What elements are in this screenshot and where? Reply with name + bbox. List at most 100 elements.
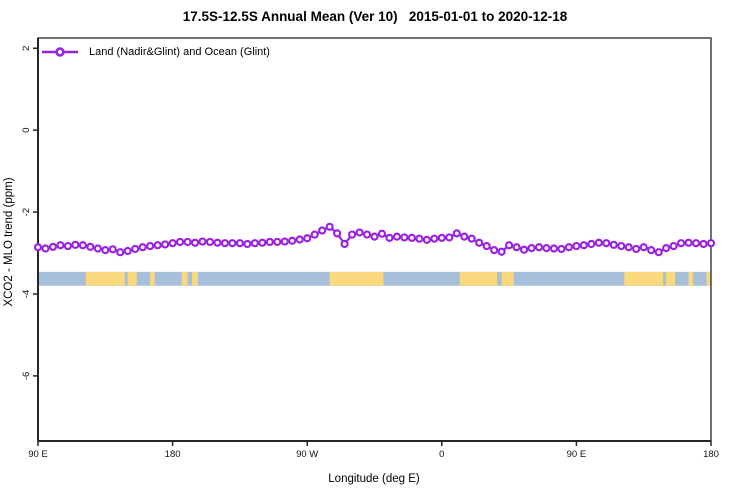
data-point-marker — [303, 234, 312, 243]
data-point-marker — [175, 237, 185, 247]
data-point-marker — [639, 243, 648, 252]
data-point-marker — [48, 242, 58, 251]
data-point-marker — [63, 241, 73, 251]
data-point-marker — [333, 229, 342, 238]
y-tick-label: -2 — [21, 208, 32, 216]
y-axis-label: XCO2 - MLO trend (ppm) — [3, 177, 15, 306]
data-point-marker — [467, 234, 476, 243]
map-strip-land — [192, 271, 199, 286]
data-point-marker — [168, 239, 177, 248]
data-point-marker — [310, 230, 319, 239]
data-point-marker — [190, 238, 200, 247]
legend-label: Land (Nadir&Glint) and Ocean (Glint) — [89, 46, 270, 58]
legend: Land (Nadir&Glint) and Ocean (Glint) — [40, 46, 270, 58]
x-tick-label: 90 W — [296, 449, 318, 460]
legend-line-marker-icon — [42, 47, 78, 57]
data-point-marker — [684, 238, 693, 247]
data-point-marker — [676, 239, 686, 248]
x-tick-label: 180 — [165, 449, 181, 460]
data-point-marker — [706, 239, 716, 248]
x-tick-label: 90 E — [567, 449, 587, 460]
data-point-marker — [527, 244, 536, 253]
x-tick-label: 90 E — [28, 449, 48, 460]
map-strip-land — [85, 271, 125, 286]
y-tick-label: -4 — [21, 290, 32, 298]
map-strip-land — [688, 271, 694, 286]
data-point-marker — [564, 243, 574, 252]
data-point-marker — [385, 233, 394, 242]
map-strip-land — [666, 271, 676, 286]
data-point-marker — [572, 241, 581, 251]
data-point-marker — [609, 240, 618, 249]
data-point-marker — [594, 238, 603, 247]
data-point-marker — [662, 244, 671, 253]
data-point-marker — [587, 239, 596, 249]
data-point-marker — [258, 238, 267, 247]
data-point-marker — [265, 237, 274, 247]
data-point-marker — [228, 239, 237, 248]
data-point-marker — [116, 248, 125, 257]
map-strip-land — [706, 271, 711, 286]
data-point-marker — [362, 230, 372, 239]
y-tick-label: 2 — [21, 46, 32, 51]
map-strip-land — [329, 271, 384, 286]
data-point-marker — [482, 241, 491, 251]
data-point-marker — [56, 241, 65, 250]
data-point-marker — [205, 237, 215, 247]
data-point-marker — [273, 237, 282, 247]
data-point-marker — [497, 247, 506, 256]
plot-generated-content: 90 E 180 90 W 0 90 E 180 2 0 -2 -4 -6 — [21, 37, 719, 460]
data-point-marker — [161, 240, 170, 249]
data-point-marker — [146, 241, 155, 251]
data-point-marker — [691, 239, 701, 248]
data-point-marker — [624, 243, 633, 252]
x-tick-label: 180 — [703, 449, 719, 460]
data-point-marker — [41, 244, 50, 253]
data-point-marker — [460, 232, 469, 241]
x-tick-label: 0 — [439, 449, 444, 460]
data-point-marker — [422, 235, 431, 245]
data-point-marker — [490, 246, 499, 255]
data-point-marker — [445, 233, 454, 242]
y-tick-label: -6 — [21, 372, 32, 380]
map-strip-land — [624, 271, 664, 286]
map-strip-land — [459, 271, 498, 286]
legend-circle-icon — [55, 47, 65, 57]
data-point-marker — [288, 236, 297, 245]
data-point-marker — [318, 226, 327, 235]
data-point-marker — [295, 235, 304, 244]
data-point-marker — [131, 244, 140, 254]
data-point-marker — [557, 244, 566, 254]
data-point-marker — [250, 239, 259, 248]
data-point-marker — [407, 233, 416, 242]
data-point-marker — [377, 229, 387, 238]
data-point-marker — [198, 237, 207, 246]
data-point-marker — [400, 233, 409, 242]
data-point-marker — [430, 234, 439, 243]
data-point-marker — [579, 241, 588, 250]
data-point-marker — [71, 240, 80, 249]
map-strip-land — [150, 271, 155, 286]
data-point-marker — [534, 243, 544, 252]
data-point-marker — [33, 243, 43, 252]
data-point-marker — [325, 222, 334, 231]
data-point-marker — [86, 242, 95, 251]
data-point-marker — [243, 239, 252, 249]
data-point-marker — [452, 229, 461, 238]
data-point-marker — [280, 237, 289, 246]
data-point-marker — [153, 241, 162, 250]
data-point-marker — [93, 244, 102, 253]
data-point-marker — [183, 237, 192, 247]
data-point-marker — [101, 246, 110, 255]
data-point-marker — [220, 239, 230, 248]
data-point-marker — [602, 239, 611, 248]
data-point-marker — [340, 239, 349, 249]
data-point-marker — [542, 244, 551, 253]
data-point-marker — [347, 230, 357, 239]
data-point-marker — [475, 238, 484, 247]
data-point-marker — [78, 241, 87, 250]
data-point-marker — [138, 243, 147, 252]
data-point-marker — [549, 244, 559, 253]
